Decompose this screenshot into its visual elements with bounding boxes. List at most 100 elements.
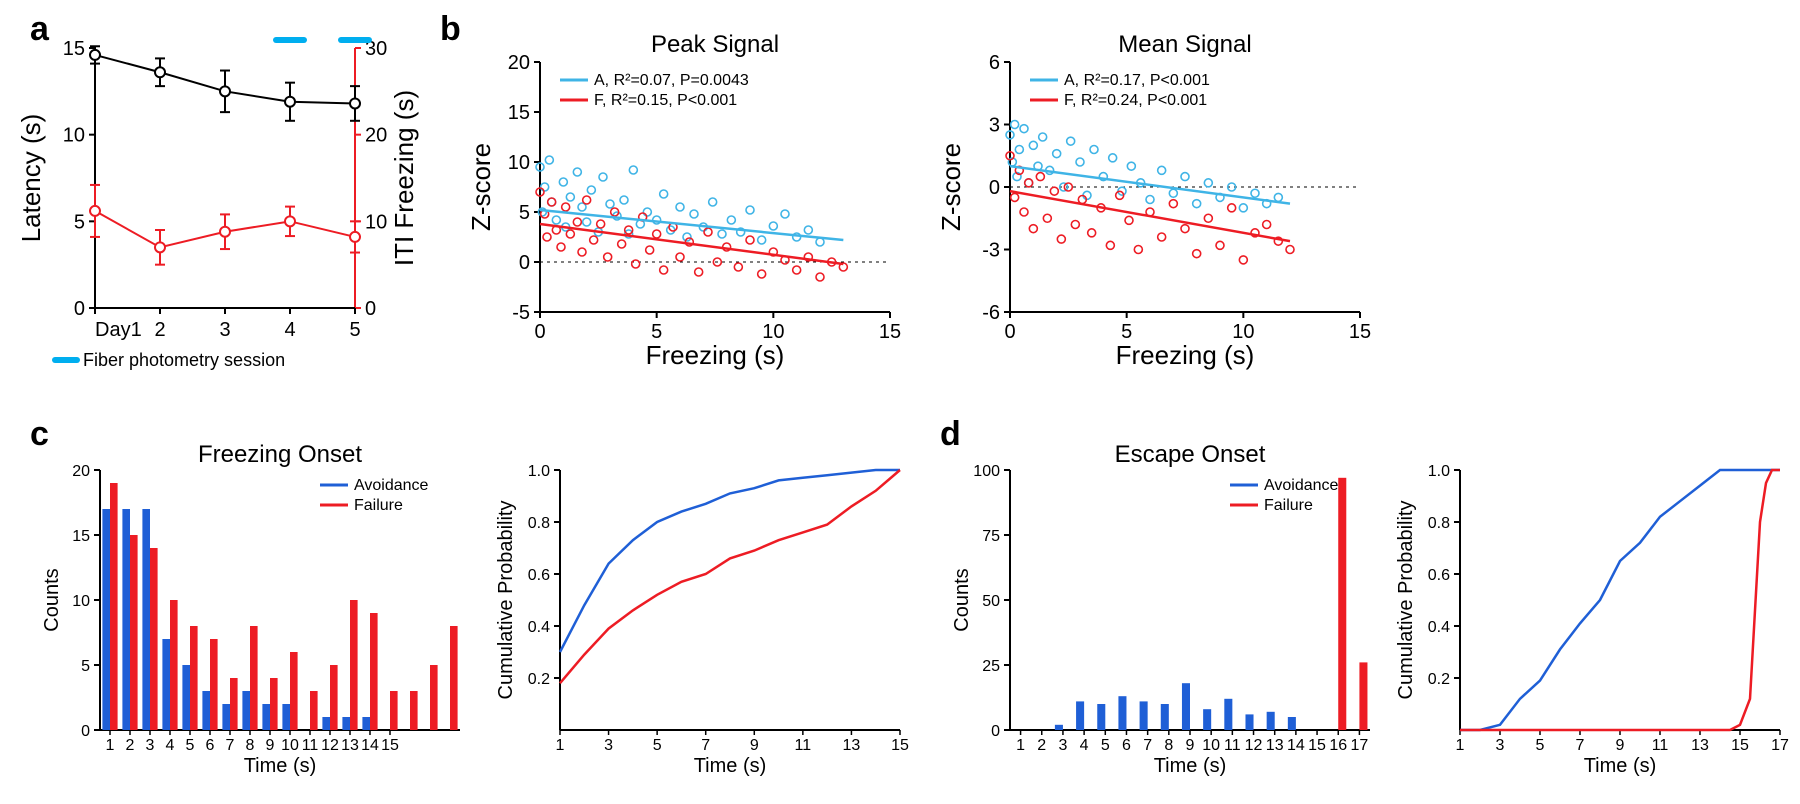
mean-signal-ytick: 0 bbox=[989, 177, 1000, 199]
escape-cum-xtick: 17 bbox=[1771, 737, 1789, 754]
peak-signal-point bbox=[781, 210, 789, 218]
freezing-hist-xtick: 9 bbox=[266, 737, 275, 754]
peak-signal-point bbox=[676, 253, 684, 261]
freezing-hist-xtick: 8 bbox=[246, 737, 255, 754]
escape-hist-bar bbox=[1140, 701, 1148, 730]
fp-legend-text: Fiber photometry session bbox=[83, 350, 285, 370]
peak-signal-point bbox=[557, 243, 565, 251]
mean-signal-point bbox=[1043, 214, 1051, 222]
mean-signal-xtick: 15 bbox=[1349, 321, 1371, 343]
peak-signal-point bbox=[758, 236, 766, 244]
peak-signal-ylabel: Z-score bbox=[466, 143, 496, 231]
iti-freezing-marker bbox=[155, 242, 165, 252]
peak-signal-legend: F, R²=0.15, P<0.001 bbox=[594, 92, 737, 109]
panel-a-ylabel-left: Latency (s) bbox=[16, 114, 46, 243]
mean-signal-point bbox=[1169, 189, 1177, 197]
panel-a-xtick: 4 bbox=[284, 319, 295, 341]
panel-a-label: a bbox=[30, 10, 50, 48]
escape-hist-bar bbox=[1267, 712, 1275, 730]
freezing-hist-bar bbox=[282, 704, 290, 730]
escape-hist-bar bbox=[1203, 709, 1211, 730]
peak-signal-ytick: 20 bbox=[508, 52, 530, 74]
freezing-hist-legend: Avoidance bbox=[354, 477, 429, 494]
freezing-hist-xtick: 15 bbox=[381, 737, 399, 754]
freezing-hist-bar bbox=[310, 691, 318, 730]
peak-signal-point bbox=[629, 166, 637, 174]
peak-signal-point bbox=[690, 210, 698, 218]
peak-signal-point bbox=[573, 218, 581, 226]
mean-signal-point bbox=[1050, 187, 1058, 195]
panel-c-label: c bbox=[30, 415, 49, 453]
panel-a-ytick-right: 0 bbox=[365, 298, 376, 320]
freezing-hist-bar bbox=[102, 509, 110, 730]
freezing-hist-xtick: 10 bbox=[281, 737, 299, 754]
mean-signal-ylabel: Z-score bbox=[936, 143, 966, 231]
freezing-hist-xtick: 2 bbox=[126, 737, 135, 754]
panel-a-ytick-left: 10 bbox=[63, 125, 85, 147]
freezing-hist-ytick: 20 bbox=[72, 463, 90, 480]
freezing-cum-xtick: 13 bbox=[843, 737, 861, 754]
mean-signal-point bbox=[1193, 200, 1201, 208]
mean-signal-point bbox=[1216, 241, 1224, 249]
peak-signal-point bbox=[566, 193, 574, 201]
mean-signal-point bbox=[1127, 162, 1135, 170]
freezing-hist-ytick: 0 bbox=[81, 723, 90, 740]
escape-hist-xtick: 10 bbox=[1202, 737, 1220, 754]
mean-signal-point bbox=[1263, 221, 1271, 229]
mean-signal-point bbox=[1204, 214, 1212, 222]
panel-d-label: d bbox=[940, 415, 961, 453]
panel-a-ytick-left: 5 bbox=[74, 211, 85, 233]
peak-signal-ytick: -5 bbox=[512, 302, 530, 324]
mean-signal-point bbox=[1125, 216, 1133, 224]
escape-hist-xtick: 13 bbox=[1266, 737, 1284, 754]
mean-signal-point bbox=[1029, 141, 1037, 149]
peak-signal-point bbox=[562, 203, 570, 211]
peak-signal-point bbox=[578, 248, 586, 256]
escape-hist-ytick: 75 bbox=[982, 528, 1000, 545]
mean-signal-point bbox=[1025, 179, 1033, 187]
peak-signal-point bbox=[746, 236, 754, 244]
peak-signal-point bbox=[709, 198, 717, 206]
latency-marker bbox=[285, 97, 295, 107]
peak-signal-point bbox=[606, 200, 614, 208]
freezing-cum-ytick: 1.0 bbox=[528, 463, 550, 480]
iti-freezing-marker bbox=[90, 206, 100, 216]
latency-marker bbox=[350, 98, 360, 108]
mean-signal-ytick: -6 bbox=[982, 302, 1000, 324]
panel-a-ytick-left: 15 bbox=[63, 38, 85, 60]
mean-signal-point bbox=[1158, 166, 1166, 174]
peak-signal-point bbox=[543, 233, 551, 241]
mean-signal-point bbox=[1088, 229, 1096, 237]
escape-hist-bar bbox=[1245, 714, 1253, 730]
freezing-hist-bar bbox=[122, 509, 130, 730]
mean-signal-point bbox=[1193, 250, 1201, 258]
freezing-hist-bar bbox=[450, 626, 458, 730]
panel-a-xtick: 3 bbox=[219, 319, 230, 341]
freezing-hist-bar bbox=[202, 691, 210, 730]
escape-cum-ytick: 0.6 bbox=[1428, 567, 1450, 584]
freezing-hist-bar bbox=[182, 665, 190, 730]
freezing-cum-xtick: 15 bbox=[891, 737, 909, 754]
peak-signal-point bbox=[718, 230, 726, 238]
mean-signal-xlabel: Freezing (s) bbox=[1116, 340, 1255, 370]
escape-hist-bar bbox=[1288, 717, 1296, 730]
freezing-hist-bar bbox=[350, 600, 358, 730]
panel-a-xtick: 2 bbox=[154, 319, 165, 341]
escape-hist-bar bbox=[1097, 704, 1105, 730]
latency-marker bbox=[90, 50, 100, 60]
mean-signal-point bbox=[1071, 221, 1079, 229]
freezing-hist-bar bbox=[210, 639, 218, 730]
escape-cum-ytick: 0.4 bbox=[1428, 619, 1450, 636]
escape-hist-ylabel: Counts bbox=[951, 568, 973, 631]
peak-signal-point bbox=[643, 208, 651, 216]
mean-signal-point bbox=[1239, 256, 1247, 264]
escape-hist-xtick: 8 bbox=[1164, 737, 1173, 754]
peak-signal-point bbox=[618, 240, 626, 248]
escape-hist-xtick: 11 bbox=[1224, 737, 1241, 754]
freezing-hist-xtick: 11 bbox=[302, 737, 319, 754]
freezing-cum-line bbox=[560, 470, 900, 652]
freezing-cum-ytick: 0.8 bbox=[528, 515, 550, 532]
freezing-hist-bar bbox=[242, 691, 250, 730]
peak-signal-point bbox=[653, 230, 661, 238]
freezing-hist-bar bbox=[162, 639, 170, 730]
